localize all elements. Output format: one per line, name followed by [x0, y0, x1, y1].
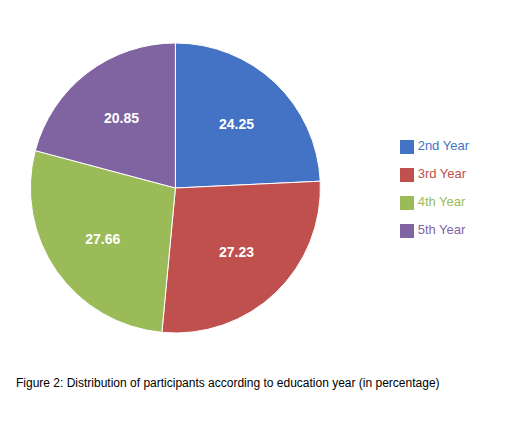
html-text:4th Year: 4th Year: [417, 194, 466, 209]
svg-text:20.85: 20.85: [104, 110, 139, 126]
html-text:5th Year: 5th Year: [417, 222, 466, 237]
html-text:Figure 2: Distribution of part: Figure 2: Distribution of participants a…: [16, 376, 440, 390]
html-text:3rd Year: 3rd Year: [417, 166, 467, 181]
svg-text:24.25: 24.25: [219, 116, 254, 132]
html-text:2nd Year: 2nd Year: [417, 138, 469, 153]
svg-text:27.23: 27.23: [219, 244, 254, 260]
svg-text:27.66: 27.66: [85, 231, 120, 247]
